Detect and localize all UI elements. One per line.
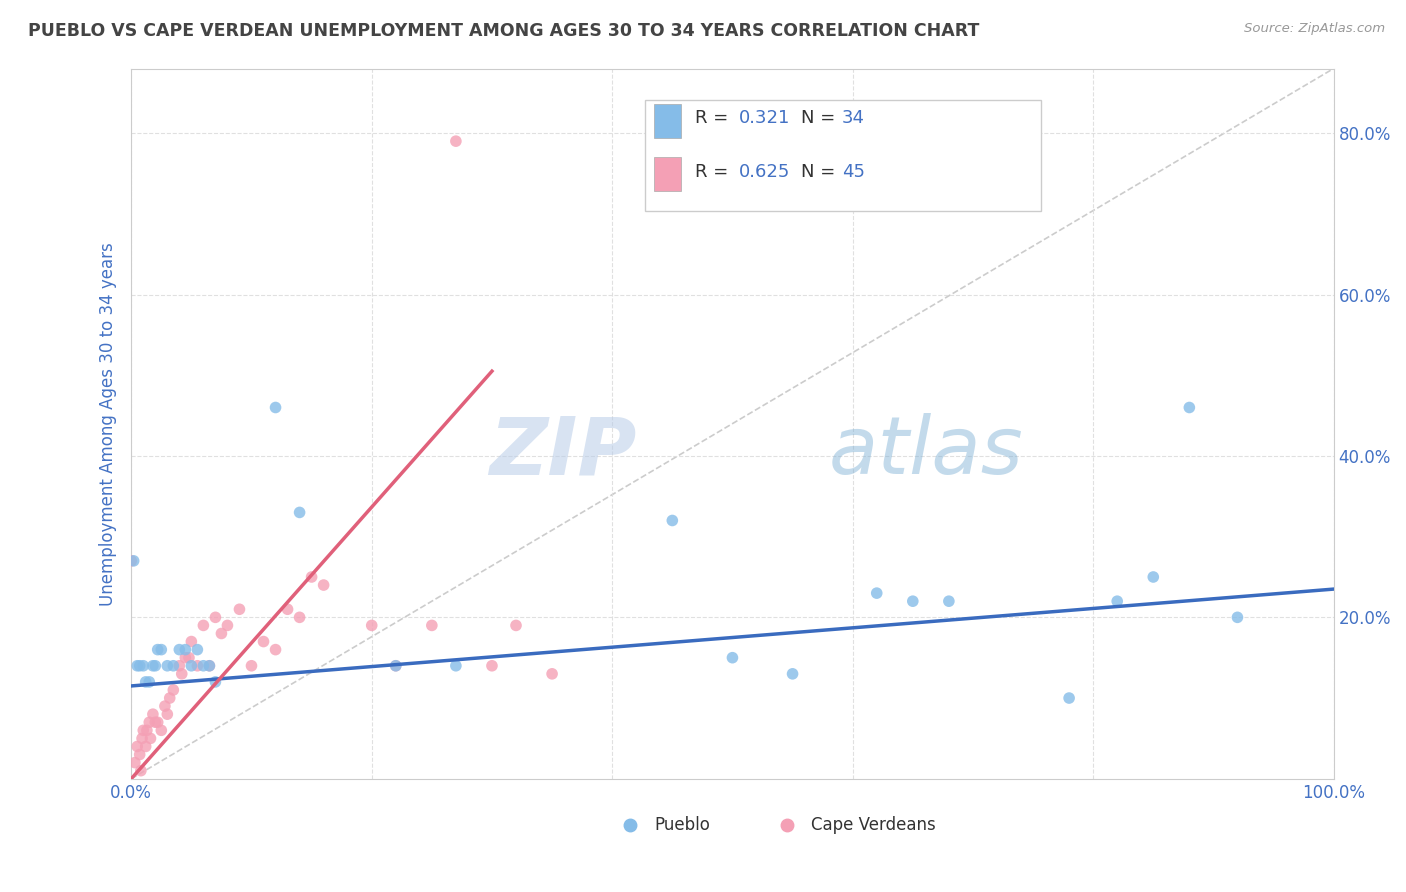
Point [204, 610, 226, 624]
Point [142, 658, 165, 673]
Point [277, 602, 299, 616]
Text: R =: R = [695, 109, 734, 128]
Text: Pueblo: Pueblo [654, 816, 710, 834]
Point [193, 658, 215, 673]
Point [661, 514, 683, 528]
Point [481, 658, 503, 673]
Text: 0.321: 0.321 [738, 109, 790, 128]
Text: R =: R = [695, 162, 734, 180]
Point [124, 756, 146, 770]
Point [156, 707, 179, 722]
Point [146, 715, 169, 730]
Point [120, 554, 142, 568]
Point [1142, 570, 1164, 584]
Text: 34: 34 [842, 109, 865, 128]
FancyBboxPatch shape [654, 104, 681, 138]
Text: 45: 45 [842, 162, 865, 180]
Text: Cape Verdeans: Cape Verdeans [811, 816, 935, 834]
Text: atlas: atlas [828, 413, 1024, 491]
Point [142, 707, 165, 722]
Point [1178, 401, 1201, 415]
Text: N =: N = [801, 109, 841, 128]
Point [505, 618, 527, 632]
Point [122, 554, 145, 568]
Y-axis label: Unemployment Among Ages 30 to 34 years: Unemployment Among Ages 30 to 34 years [100, 242, 117, 606]
Point [180, 658, 202, 673]
Point [186, 642, 208, 657]
Point [135, 674, 157, 689]
Point [153, 699, 176, 714]
Text: 0.625: 0.625 [738, 162, 790, 180]
Text: ZIP: ZIP [489, 413, 637, 491]
Point [139, 731, 162, 746]
Point [444, 658, 467, 673]
Point [264, 401, 287, 415]
Point [217, 618, 239, 632]
Point [240, 658, 263, 673]
Point [264, 642, 287, 657]
Point [444, 134, 467, 148]
Point [1226, 610, 1249, 624]
Point [138, 674, 160, 689]
Point [138, 715, 160, 730]
Point [159, 691, 181, 706]
Point [127, 739, 149, 754]
Point [162, 658, 184, 673]
Point [132, 658, 155, 673]
Point [143, 658, 166, 673]
Point [193, 618, 215, 632]
Point [132, 723, 155, 738]
Point [384, 658, 406, 673]
Point [131, 731, 153, 746]
Point [174, 650, 197, 665]
Point [1057, 691, 1080, 706]
Point [209, 626, 232, 640]
Text: PUEBLO VS CAPE VERDEAN UNEMPLOYMENT AMONG AGES 30 TO 34 YEARS CORRELATION CHART: PUEBLO VS CAPE VERDEAN UNEMPLOYMENT AMON… [28, 22, 980, 40]
Point [1107, 594, 1129, 608]
Point [156, 658, 179, 673]
Point [169, 642, 191, 657]
Point [541, 666, 564, 681]
Point [782, 666, 804, 681]
Point [312, 578, 335, 592]
Point [721, 650, 744, 665]
Point [146, 642, 169, 657]
Point [288, 610, 311, 624]
Point [198, 658, 221, 673]
Point [360, 618, 382, 632]
Point [135, 723, 157, 738]
Point [150, 723, 173, 738]
Point [288, 505, 311, 519]
Point [177, 650, 200, 665]
Point [174, 642, 197, 657]
Point [135, 739, 157, 754]
Point [938, 594, 960, 608]
Point [186, 658, 208, 673]
Point [228, 602, 250, 616]
Text: Source: ZipAtlas.com: Source: ZipAtlas.com [1244, 22, 1385, 36]
Point [420, 618, 443, 632]
Point [170, 666, 193, 681]
Point [198, 658, 221, 673]
Point [150, 642, 173, 657]
Point [169, 658, 191, 673]
Text: N =: N = [801, 162, 841, 180]
Point [162, 683, 184, 698]
FancyBboxPatch shape [645, 101, 1042, 211]
Point [901, 594, 924, 608]
FancyBboxPatch shape [654, 157, 681, 192]
Point [866, 586, 889, 600]
Point [129, 764, 152, 778]
Point [252, 634, 274, 648]
Point [180, 634, 202, 648]
Point [384, 658, 406, 673]
Point [204, 674, 226, 689]
Point [128, 747, 150, 762]
Point [143, 715, 166, 730]
Point [128, 658, 150, 673]
Point [301, 570, 323, 584]
Point [127, 658, 149, 673]
